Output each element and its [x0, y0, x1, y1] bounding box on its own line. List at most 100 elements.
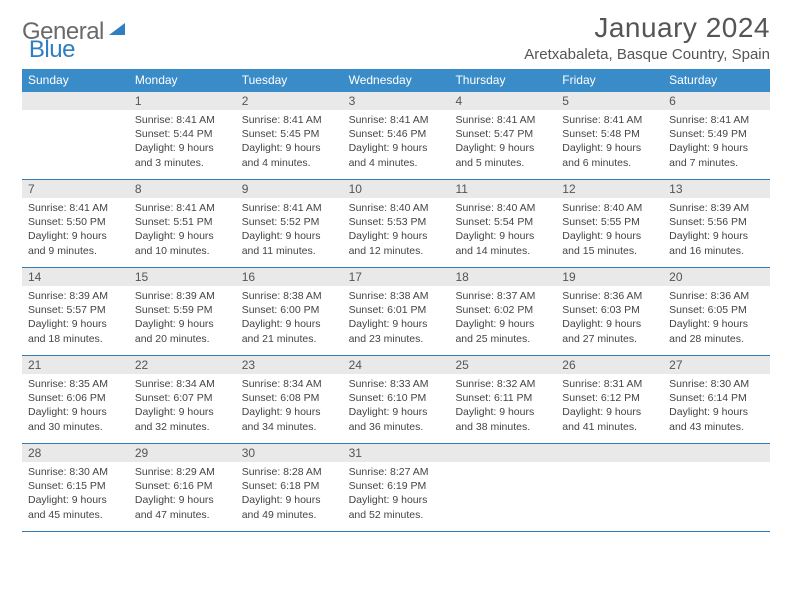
day-details: Sunrise: 8:40 AMSunset: 5:54 PMDaylight:… [449, 198, 556, 262]
day-cell: 9Sunrise: 8:41 AMSunset: 5:52 PMDaylight… [236, 180, 343, 268]
day-number: 26 [556, 356, 663, 374]
day-number: 10 [343, 180, 450, 198]
day-cell: 14Sunrise: 8:39 AMSunset: 5:57 PMDayligh… [22, 268, 129, 356]
day-number: 23 [236, 356, 343, 374]
day-cell: 20Sunrise: 8:36 AMSunset: 6:05 PMDayligh… [663, 268, 770, 356]
day-details: Sunrise: 8:41 AMSunset: 5:44 PMDaylight:… [129, 110, 236, 174]
day-number: 7 [22, 180, 129, 198]
day-number [22, 92, 129, 110]
day-details: Sunrise: 8:27 AMSunset: 6:19 PMDaylight:… [343, 462, 450, 526]
day-number: 8 [129, 180, 236, 198]
day-number: 4 [449, 92, 556, 110]
dow-saturday: Saturday [663, 69, 770, 92]
day-cell: 2Sunrise: 8:41 AMSunset: 5:45 PMDaylight… [236, 92, 343, 180]
day-number: 24 [343, 356, 450, 374]
day-details: Sunrise: 8:34 AMSunset: 6:07 PMDaylight:… [129, 374, 236, 438]
day-cell: 24Sunrise: 8:33 AMSunset: 6:10 PMDayligh… [343, 356, 450, 444]
day-details: Sunrise: 8:31 AMSunset: 6:12 PMDaylight:… [556, 374, 663, 438]
calendar: SundayMondayTuesdayWednesdayThursdayFrid… [22, 69, 770, 532]
day-number: 9 [236, 180, 343, 198]
day-details: Sunrise: 8:41 AMSunset: 5:50 PMDaylight:… [22, 198, 129, 262]
day-details: Sunrise: 8:36 AMSunset: 6:05 PMDaylight:… [663, 286, 770, 350]
day-details: Sunrise: 8:28 AMSunset: 6:18 PMDaylight:… [236, 462, 343, 526]
day-details: Sunrise: 8:41 AMSunset: 5:45 PMDaylight:… [236, 110, 343, 174]
week-row: 7Sunrise: 8:41 AMSunset: 5:50 PMDaylight… [22, 180, 770, 268]
day-details: Sunrise: 8:39 AMSunset: 5:57 PMDaylight:… [22, 286, 129, 350]
dow-friday: Friday [556, 69, 663, 92]
day-number: 25 [449, 356, 556, 374]
day-cell: 3Sunrise: 8:41 AMSunset: 5:46 PMDaylight… [343, 92, 450, 180]
day-cell: 4Sunrise: 8:41 AMSunset: 5:47 PMDaylight… [449, 92, 556, 180]
day-number: 21 [22, 356, 129, 374]
day-number: 5 [556, 92, 663, 110]
day-cell: 30Sunrise: 8:28 AMSunset: 6:18 PMDayligh… [236, 444, 343, 532]
day-number: 27 [663, 356, 770, 374]
day-cell: 19Sunrise: 8:36 AMSunset: 6:03 PMDayligh… [556, 268, 663, 356]
dow-monday: Monday [129, 69, 236, 92]
day-details: Sunrise: 8:39 AMSunset: 5:56 PMDaylight:… [663, 198, 770, 262]
day-cell: 6Sunrise: 8:41 AMSunset: 5:49 PMDaylight… [663, 92, 770, 180]
title-block: January 2024 Aretxabaleta, Basque Countr… [524, 12, 770, 63]
week-row: 28Sunrise: 8:30 AMSunset: 6:15 PMDayligh… [22, 444, 770, 532]
day-number: 28 [22, 444, 129, 462]
logo: General Blue [22, 18, 173, 46]
day-cell: 16Sunrise: 8:38 AMSunset: 6:00 PMDayligh… [236, 268, 343, 356]
day-number: 29 [129, 444, 236, 462]
day-details: Sunrise: 8:35 AMSunset: 6:06 PMDaylight:… [22, 374, 129, 438]
day-details: Sunrise: 8:36 AMSunset: 6:03 PMDaylight:… [556, 286, 663, 350]
day-details: Sunrise: 8:30 AMSunset: 6:15 PMDaylight:… [22, 462, 129, 526]
day-number: 3 [343, 92, 450, 110]
day-number [663, 444, 770, 462]
day-details: Sunrise: 8:32 AMSunset: 6:11 PMDaylight:… [449, 374, 556, 438]
day-details: Sunrise: 8:39 AMSunset: 5:59 PMDaylight:… [129, 286, 236, 350]
day-cell: 31Sunrise: 8:27 AMSunset: 6:19 PMDayligh… [343, 444, 450, 532]
logo-text-blue: Blue [29, 36, 75, 63]
day-number: 16 [236, 268, 343, 286]
dow-wednesday: Wednesday [343, 69, 450, 92]
day-cell: 26Sunrise: 8:31 AMSunset: 6:12 PMDayligh… [556, 356, 663, 444]
day-cell: 29Sunrise: 8:29 AMSunset: 6:16 PMDayligh… [129, 444, 236, 532]
day-details: Sunrise: 8:41 AMSunset: 5:49 PMDaylight:… [663, 110, 770, 174]
day-number [556, 444, 663, 462]
day-cell [449, 444, 556, 532]
header: General Blue January 2024 Aretxabaleta, … [22, 12, 770, 63]
day-number: 31 [343, 444, 450, 462]
day-cell: 5Sunrise: 8:41 AMSunset: 5:48 PMDaylight… [556, 92, 663, 180]
day-cell: 21Sunrise: 8:35 AMSunset: 6:06 PMDayligh… [22, 356, 129, 444]
day-cell: 28Sunrise: 8:30 AMSunset: 6:15 PMDayligh… [22, 444, 129, 532]
day-cell: 12Sunrise: 8:40 AMSunset: 5:55 PMDayligh… [556, 180, 663, 268]
day-details: Sunrise: 8:41 AMSunset: 5:51 PMDaylight:… [129, 198, 236, 262]
day-details: Sunrise: 8:41 AMSunset: 5:47 PMDaylight:… [449, 110, 556, 174]
day-cell: 15Sunrise: 8:39 AMSunset: 5:59 PMDayligh… [129, 268, 236, 356]
day-details: Sunrise: 8:38 AMSunset: 6:01 PMDaylight:… [343, 286, 450, 350]
page: General Blue January 2024 Aretxabaleta, … [0, 0, 792, 532]
day-cell [663, 444, 770, 532]
month-title: January 2024 [524, 12, 770, 44]
day-number: 11 [449, 180, 556, 198]
day-cell [22, 92, 129, 180]
day-number: 19 [556, 268, 663, 286]
day-cell: 18Sunrise: 8:37 AMSunset: 6:02 PMDayligh… [449, 268, 556, 356]
dow-tuesday: Tuesday [236, 69, 343, 92]
week-row: 1Sunrise: 8:41 AMSunset: 5:44 PMDaylight… [22, 92, 770, 180]
day-details: Sunrise: 8:41 AMSunset: 5:46 PMDaylight:… [343, 110, 450, 174]
day-details: Sunrise: 8:30 AMSunset: 6:14 PMDaylight:… [663, 374, 770, 438]
day-number: 30 [236, 444, 343, 462]
day-cell: 27Sunrise: 8:30 AMSunset: 6:14 PMDayligh… [663, 356, 770, 444]
day-of-week-header: SundayMondayTuesdayWednesdayThursdayFrid… [22, 69, 770, 92]
logo-triangle-icon [107, 19, 127, 39]
day-cell: 22Sunrise: 8:34 AMSunset: 6:07 PMDayligh… [129, 356, 236, 444]
day-cell: 17Sunrise: 8:38 AMSunset: 6:01 PMDayligh… [343, 268, 450, 356]
day-details: Sunrise: 8:29 AMSunset: 6:16 PMDaylight:… [129, 462, 236, 526]
day-cell: 23Sunrise: 8:34 AMSunset: 6:08 PMDayligh… [236, 356, 343, 444]
weeks-container: 1Sunrise: 8:41 AMSunset: 5:44 PMDaylight… [22, 92, 770, 532]
location: Aretxabaleta, Basque Country, Spain [524, 46, 770, 63]
day-cell: 7Sunrise: 8:41 AMSunset: 5:50 PMDaylight… [22, 180, 129, 268]
day-cell: 25Sunrise: 8:32 AMSunset: 6:11 PMDayligh… [449, 356, 556, 444]
day-number: 18 [449, 268, 556, 286]
day-details: Sunrise: 8:41 AMSunset: 5:48 PMDaylight:… [556, 110, 663, 174]
dow-thursday: Thursday [449, 69, 556, 92]
day-number: 12 [556, 180, 663, 198]
day-details: Sunrise: 8:40 AMSunset: 5:55 PMDaylight:… [556, 198, 663, 262]
day-cell: 10Sunrise: 8:40 AMSunset: 5:53 PMDayligh… [343, 180, 450, 268]
